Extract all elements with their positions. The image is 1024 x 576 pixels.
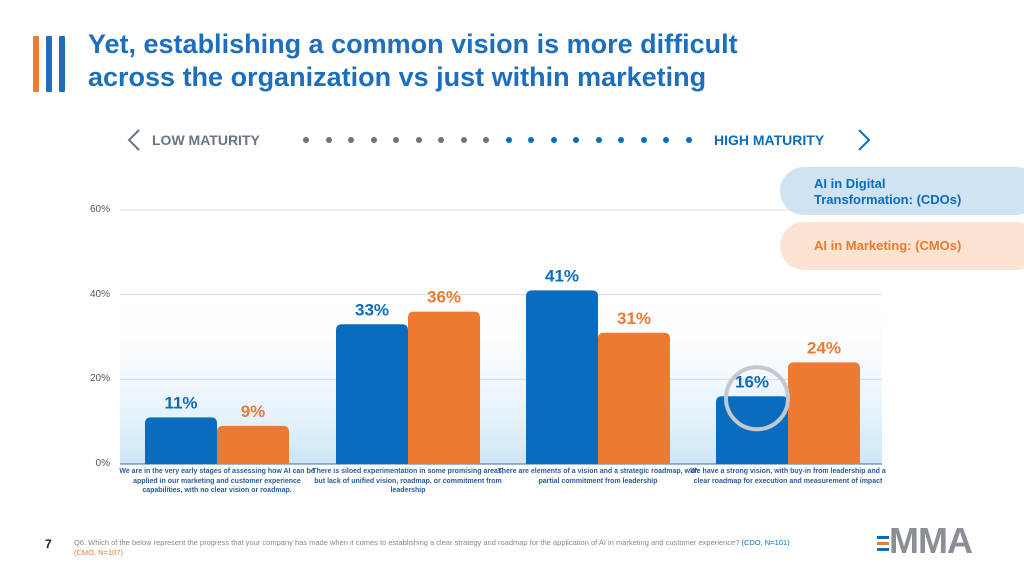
maturity-dot — [528, 137, 534, 143]
chevron-left-icon — [127, 129, 140, 151]
cdo-value-label: 11% — [164, 393, 197, 412]
maturity-dot — [393, 137, 399, 143]
cdo-value-label: 33% — [355, 300, 389, 319]
category-label: There is siloed experimentation in some … — [312, 468, 504, 494]
highlight-circle — [724, 365, 790, 432]
y-tick-label: 40% — [89, 288, 110, 300]
legend-cmo: AI in Marketing: (CMOs) — [780, 222, 1024, 270]
maturity-dot — [460, 137, 467, 143]
cmo-value-label: 24% — [807, 338, 841, 357]
low-maturity-label: LOW MATURITY — [152, 132, 260, 148]
maturity-dot — [663, 137, 669, 143]
cmo-value-label: 36% — [427, 288, 461, 307]
title-line-2: across the organization vs just within m… — [88, 62, 707, 92]
legend-cdo-line1: AI in Digital — [814, 176, 886, 191]
chevron-right-icon — [858, 129, 871, 151]
y-tick-label: 20% — [89, 373, 110, 385]
footnote: Q6. Which of the below represent the pro… — [74, 538, 794, 558]
maturity-dot — [550, 137, 557, 143]
maturity-dot — [370, 137, 377, 143]
maturity-dot — [595, 137, 602, 143]
maturity-dot — [505, 137, 512, 143]
cmo-bar — [598, 332, 670, 464]
y-tick-label: 0% — [95, 458, 110, 469]
maturity-dot — [618, 137, 624, 143]
title-bars-icon — [33, 36, 73, 92]
footnote-cdo: (CDO, N=101) — [741, 538, 790, 547]
y-tick-label: 60% — [89, 204, 110, 215]
footnote-cmo: (CMO, N=107) — [74, 548, 123, 557]
legend-cdo-line2: Transformation: (CDOs) — [814, 192, 962, 207]
mma-logo: MMA — [875, 520, 1005, 561]
slide-title: Yet, establishing a common vision is mor… — [88, 28, 948, 94]
maturity-dot — [640, 137, 647, 143]
maturity-dot — [685, 137, 692, 143]
legend-cmo-label: AI in Marketing: (CMOs) — [814, 238, 962, 253]
maturity-dot — [303, 137, 309, 143]
maturity-dot — [438, 137, 444, 143]
category-label: We have a strong vision, with buy-in fro… — [690, 468, 886, 485]
cdo-value-label: 16% — [735, 372, 769, 391]
cdo-value-label: 41% — [545, 266, 579, 285]
high-maturity-label: HIGH MATURITY — [714, 132, 825, 148]
page-number: 7 — [45, 537, 52, 551]
category-label: There are elements of a vision and a str… — [497, 468, 699, 485]
y-axis: 0% 20% 40% 60% — [60, 0, 110, 576]
maturity-dot — [573, 137, 579, 143]
title-line-1: Yet, establishing a common vision is mor… — [88, 29, 738, 59]
cmo-bar — [788, 362, 860, 464]
legend-cdo: AI in Digital Transformation: (CDOs) — [780, 167, 1024, 215]
category-label: We are in the very early stages of asses… — [119, 468, 315, 494]
logo-text: MMA — [889, 520, 973, 561]
cdo-bar — [145, 417, 217, 464]
cdo-bar — [336, 324, 408, 464]
maturity-dot — [483, 137, 489, 143]
footnote-question: Q6. Which of the below represent the pro… — [74, 538, 740, 547]
maturity-scale: LOW MATURITY HIGH MATURITY — [125, 126, 885, 154]
cmo-value-label: 31% — [617, 309, 651, 328]
cmo-bar — [217, 425, 289, 464]
maturity-dot — [415, 137, 422, 143]
cdo-bar — [526, 290, 598, 464]
cmo-value-label: 9% — [241, 402, 266, 421]
maturity-dot — [325, 137, 332, 143]
cmo-bar — [408, 311, 480, 464]
logo-stripes-icon — [877, 536, 889, 551]
maturity-dot — [348, 137, 354, 143]
